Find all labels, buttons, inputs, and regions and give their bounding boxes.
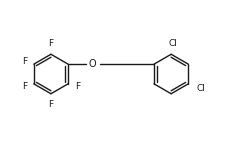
Text: Cl: Cl (169, 39, 178, 48)
Text: Cl: Cl (196, 84, 205, 93)
Text: F: F (75, 82, 80, 91)
Text: F: F (22, 57, 27, 66)
Text: F: F (48, 39, 54, 48)
Text: O: O (89, 59, 97, 69)
Text: F: F (48, 100, 54, 109)
Text: F: F (22, 82, 27, 91)
